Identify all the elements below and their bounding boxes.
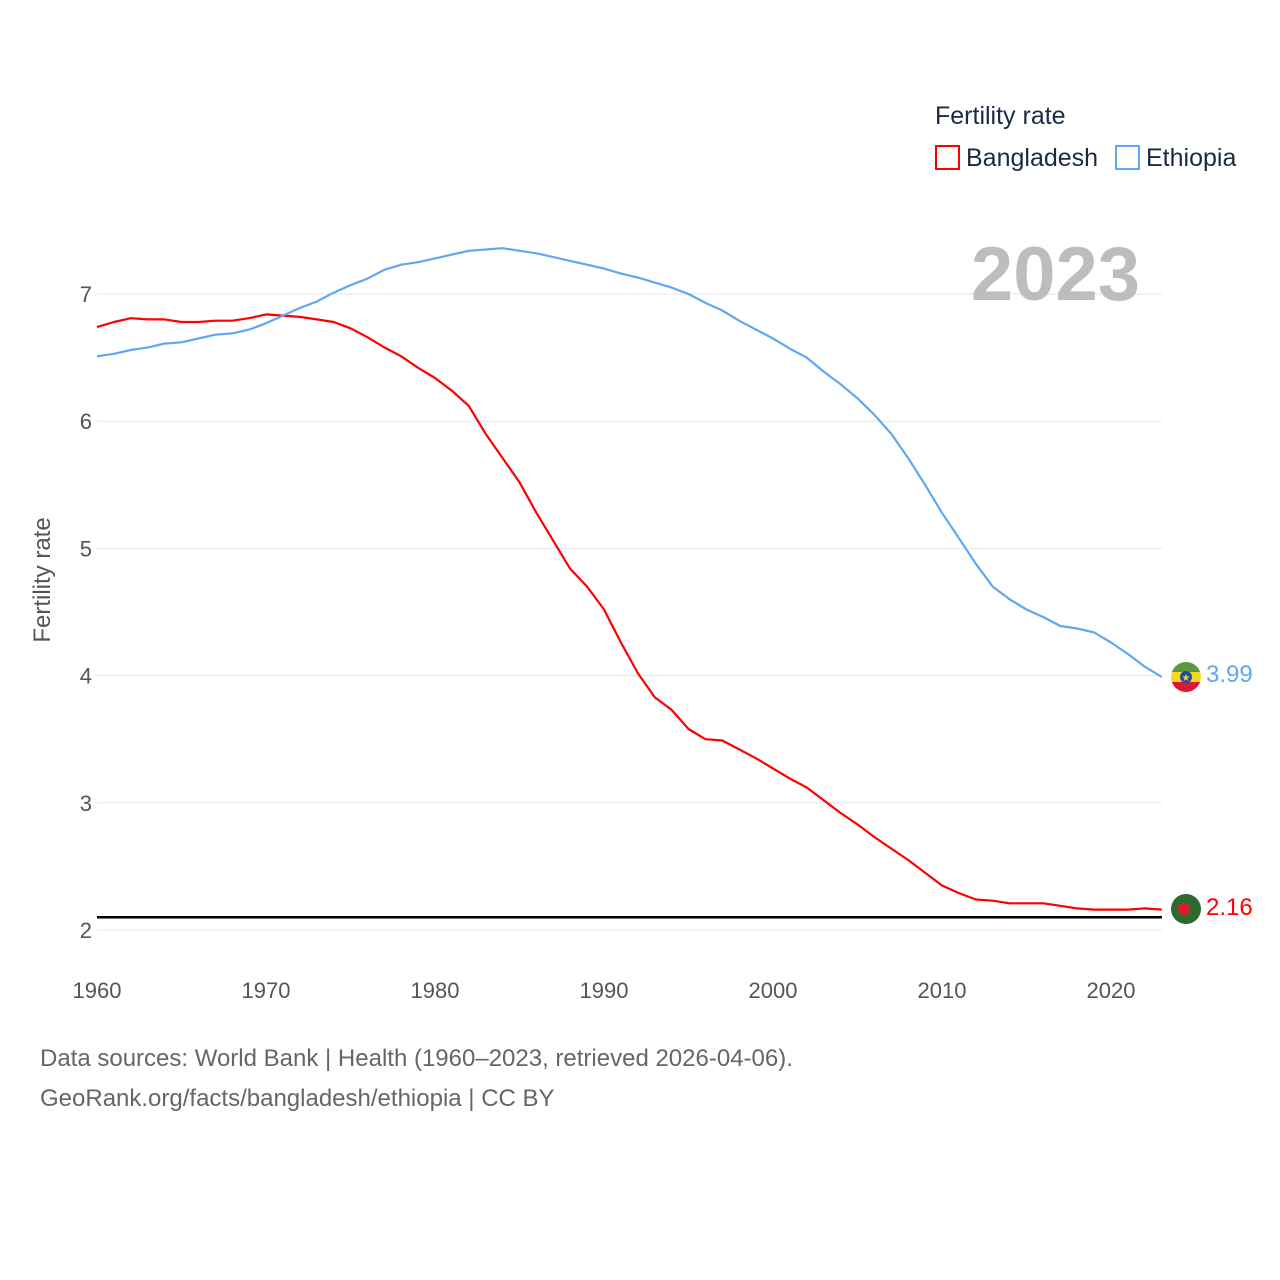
legend-label-ethiopia: Ethiopia — [1146, 144, 1236, 172]
x-tick-label: 2010 — [918, 978, 967, 1003]
y-tick-label: 2 — [80, 918, 92, 943]
y-tick-label: 5 — [80, 536, 92, 561]
footer-sources: Data sources: World Bank | Health (1960–… — [40, 1045, 793, 1072]
footer-link[interactable]: GeoRank.org/facts/bangladesh/ethiopia | … — [40, 1085, 555, 1112]
legend-item-ethiopia[interactable]: Ethiopia — [1115, 144, 1236, 172]
flag-bangladesh-icon — [1171, 894, 1201, 924]
flag-ethiopia-icon: ★ — [1171, 662, 1201, 692]
svg-text:★: ★ — [1182, 673, 1191, 684]
y-tick-label: 3 — [80, 791, 92, 816]
y-tick-label: 6 — [80, 409, 92, 434]
x-tick-label: 1980 — [411, 978, 460, 1003]
end-label-bangladesh: 2.16 — [1206, 894, 1253, 921]
end-label-ethiopia: 3.99 — [1206, 661, 1253, 688]
legend-swatch-ethiopia — [1115, 145, 1140, 170]
y-axis-label: Fertility rate — [29, 517, 56, 642]
y-tick-label: 7 — [80, 282, 92, 307]
legend-label-bangladesh: Bangladesh — [966, 144, 1098, 172]
y-tick-label: 4 — [80, 664, 92, 689]
x-tick-label: 1990 — [580, 978, 629, 1003]
x-tick-label: 1960 — [73, 978, 122, 1003]
legend-swatch-bangladesh — [935, 145, 960, 170]
legend-title: Fertility rate — [935, 102, 1066, 130]
legend-item-bangladesh[interactable]: Bangladesh — [935, 144, 1098, 172]
year-label: 2023 — [971, 232, 1140, 317]
series-line-ethiopia — [96, 247, 1163, 678]
x-tick-label: 1970 — [242, 978, 291, 1003]
x-tick-label: 2020 — [1087, 978, 1136, 1003]
x-tick-label: 2000 — [749, 978, 798, 1003]
series-line-bangladesh — [96, 313, 1162, 911]
